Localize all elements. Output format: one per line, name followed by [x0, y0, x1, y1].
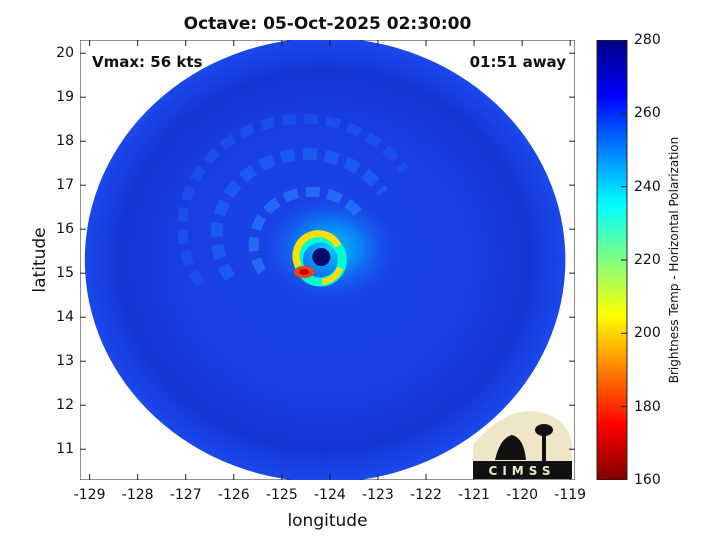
y-tick-label: 17 [56, 177, 74, 194]
x-tick-label: -119 [554, 487, 587, 503]
storm-eye [312, 248, 331, 266]
rain-band-3 [177, 113, 409, 287]
colorbar-tick-label: 280 [634, 32, 661, 48]
x-tick-label: -127 [169, 487, 202, 503]
y-tick-label: 19 [56, 89, 74, 106]
x-tick-label: -128 [121, 487, 154, 503]
logo-tower [542, 435, 546, 465]
time-away-annotation: 01:51 away [469, 53, 566, 71]
eyewall-convection [292, 230, 342, 268]
y-tick-label: 16 [56, 221, 74, 238]
colorbar [596, 40, 656, 480]
x-tick-label: -126 [217, 487, 250, 503]
colorbar-tick-label: 160 [634, 472, 661, 488]
central-dense-overcast [260, 193, 401, 303]
y-tick-label: 11 [56, 441, 74, 458]
x-tick-label: -122 [410, 487, 442, 503]
x-tick-label: -123 [362, 487, 394, 503]
colorbar-label: Brightness Temp - Horizontal Polarizatio… [667, 136, 681, 384]
y-tick-label: 15 [56, 265, 74, 282]
logo-tank [535, 424, 553, 436]
x-axis-label: longitude [287, 511, 368, 531]
x-tick-label: -124 [314, 487, 346, 503]
y-tick-label: 13 [56, 353, 74, 370]
x-tick-label: -129 [73, 487, 106, 503]
colorbar-tick-label: 220 [634, 252, 661, 268]
colorbar-tick-label: 240 [634, 178, 661, 195]
colorbar-tick-label: 180 [634, 398, 661, 415]
eyewall-convection-south [321, 266, 344, 285]
logo-dome [495, 435, 526, 460]
y-tick-label: 14 [56, 309, 74, 326]
x-tick-label: -121 [458, 487, 490, 503]
rain-band-1 [248, 186, 366, 275]
cimss-logo: CIMSS [473, 411, 572, 479]
rain-bands [177, 113, 409, 287]
y-tick-label: 20 [56, 45, 74, 62]
logo-text: CIMSS [489, 464, 556, 478]
microwave-swath: CIMSS [84, 40, 572, 480]
x-tick-label: -125 [265, 487, 298, 503]
y-axis-label: latitude [30, 227, 50, 293]
y-tick-label: 12 [56, 397, 74, 414]
map-plot: CIMSS [80, 40, 575, 480]
colorbar-tick-label: 260 [634, 105, 661, 122]
vmax-annotation: Vmax: 56 kts [92, 53, 203, 71]
x-tick-label: -120 [506, 487, 539, 503]
axis-ticks [80, 40, 575, 480]
logo-banner [473, 461, 572, 479]
deep-convection-center [299, 269, 310, 275]
rain-band-2 [210, 148, 389, 282]
map-title: Octave: 05-Oct-2025 02:30:00 [183, 14, 472, 34]
colorbar-tick-label: 200 [634, 325, 661, 342]
y-tick-label: 18 [56, 133, 74, 150]
map-plot-svg: CIMSS [80, 40, 575, 480]
